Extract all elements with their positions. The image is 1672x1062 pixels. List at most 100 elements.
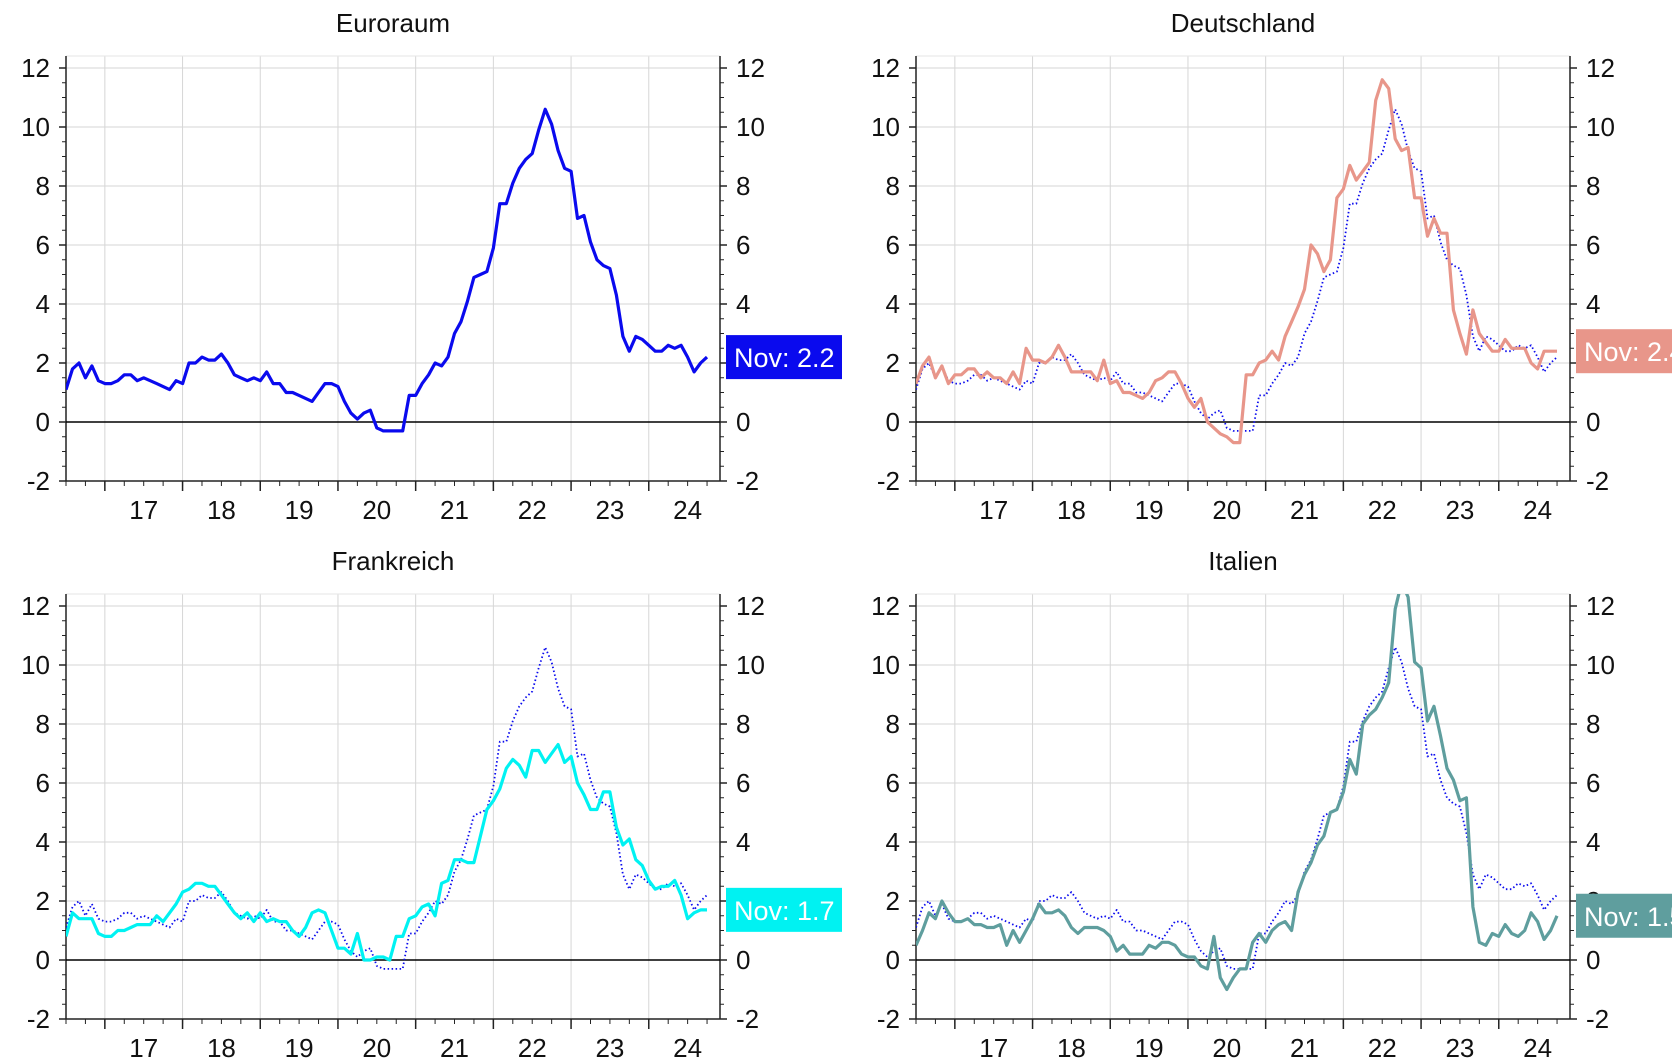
y-tick-label-right: 12: [1586, 591, 1615, 621]
y-tick-label: 8: [36, 171, 50, 201]
chart-panel-4: Italien121210108866442200-2-217181920212…: [871, 546, 1672, 1062]
y-tick-label: 2: [36, 348, 50, 378]
x-tick-label: 19: [285, 495, 314, 525]
y-tick-label-right: 0: [1586, 945, 1600, 975]
y-tick-label-right: 0: [736, 945, 750, 975]
y-tick-label: 10: [871, 112, 900, 142]
y-tick-label: 6: [36, 768, 50, 798]
y-tick-label-right: 12: [1586, 53, 1615, 83]
y-tick-label: 0: [36, 407, 50, 437]
y-tick-label: 10: [21, 112, 50, 142]
y-tick-label: -2: [877, 1004, 900, 1034]
y-tick-label: -2: [877, 466, 900, 496]
y-tick-label: 12: [871, 591, 900, 621]
x-tick-label: 22: [518, 495, 547, 525]
series-line: [916, 78, 1557, 445]
y-tick-label-right: 8: [1586, 709, 1600, 739]
y-tick-label: 0: [886, 407, 900, 437]
x-tick-label: 21: [1290, 1033, 1319, 1062]
chart-title: Frankreich: [332, 546, 455, 576]
y-tick-label-right: 10: [736, 650, 765, 680]
x-tick-label: 24: [673, 495, 702, 525]
chart-title: Deutschland: [1171, 8, 1316, 38]
y-tick-label-right: -2: [1586, 466, 1609, 496]
y-tick-label-right: 6: [1586, 230, 1600, 260]
x-tick-label: 23: [1445, 1033, 1474, 1062]
y-tick-label-right: 8: [1586, 171, 1600, 201]
y-tick-label-right: 8: [736, 171, 750, 201]
y-tick-label: 4: [886, 289, 900, 319]
series-line: [66, 107, 709, 433]
y-tick-label: 12: [871, 53, 900, 83]
y-tick-label-right: -2: [736, 466, 759, 496]
y-tick-label: 10: [21, 650, 50, 680]
chart-title: Italien: [1208, 546, 1277, 576]
x-tick-label: 17: [979, 495, 1008, 525]
y-tick-label-right: 4: [736, 289, 750, 319]
x-tick-label: 23: [595, 495, 624, 525]
chart-panel-2: Deutschland121210108866442200-2-21718192…: [871, 8, 1672, 525]
y-tick-label: 4: [36, 827, 50, 857]
y-tick-label-right: 4: [1586, 827, 1600, 857]
chart-title: Euroraum: [336, 8, 450, 38]
y-tick-label: 4: [36, 289, 50, 319]
x-tick-label: 17: [129, 1033, 158, 1062]
x-tick-label: 22: [1368, 1033, 1397, 1062]
x-tick-label: 18: [1057, 495, 1086, 525]
y-tick-label-right: 10: [736, 112, 765, 142]
y-tick-label-right: -2: [1586, 1004, 1609, 1034]
x-tick-label: 19: [285, 1033, 314, 1062]
y-tick-label: 6: [886, 230, 900, 260]
y-tick-label-right: 0: [1586, 407, 1600, 437]
y-tick-label-right: 6: [1586, 768, 1600, 798]
x-tick-label: 20: [362, 495, 391, 525]
y-tick-label: 10: [871, 650, 900, 680]
y-tick-label: -2: [27, 1004, 50, 1034]
y-tick-label: 6: [886, 768, 900, 798]
series-line: [916, 594, 1559, 992]
x-tick-label: 23: [1445, 495, 1474, 525]
x-tick-label: 23: [595, 1033, 624, 1062]
value-badge-label: Nov: 1.7: [734, 896, 835, 926]
y-tick-label: 2: [886, 348, 900, 378]
x-tick-label: 24: [1523, 1033, 1552, 1062]
y-tick-label: 8: [36, 709, 50, 739]
series-line: [66, 742, 707, 962]
x-tick-label: 18: [1057, 1033, 1086, 1062]
x-tick-label: 20: [362, 1033, 391, 1062]
y-tick-label-right: 6: [736, 768, 750, 798]
x-tick-label: 21: [1290, 495, 1319, 525]
y-tick-label: -2: [27, 466, 50, 496]
x-tick-label: 22: [518, 1033, 547, 1062]
y-tick-label-right: 4: [1586, 289, 1600, 319]
y-tick-label: 2: [36, 886, 50, 916]
x-tick-label: 17: [129, 495, 158, 525]
y-tick-label-right: 4: [736, 827, 750, 857]
series-line-reference: [916, 646, 1558, 970]
y-tick-label-right: -2: [736, 1004, 759, 1034]
series-line-reference: [916, 108, 1558, 432]
value-badge: [1576, 329, 1672, 374]
x-tick-label: 20: [1212, 495, 1241, 525]
y-tick-label-right: 12: [736, 591, 765, 621]
y-tick-label-right: 6: [736, 230, 750, 260]
value-badge-label: Nov: 1.5: [1584, 902, 1672, 932]
y-tick-label: 12: [21, 53, 50, 83]
y-tick-label: 8: [886, 171, 900, 201]
y-tick-label: 12: [21, 591, 50, 621]
value-badge-label: Nov: 2.2: [734, 343, 835, 373]
x-tick-label: 18: [207, 1033, 236, 1062]
x-tick-label: 21: [440, 495, 469, 525]
y-tick-label-right: 0: [736, 407, 750, 437]
x-tick-label: 19: [1135, 1033, 1164, 1062]
y-tick-label: 4: [886, 827, 900, 857]
x-tick-label: 21: [440, 1033, 469, 1062]
value-badge: [726, 887, 842, 932]
value-badge-label: Nov: 2.4: [1584, 337, 1672, 367]
y-tick-label: 6: [36, 230, 50, 260]
x-tick-label: 18: [207, 495, 236, 525]
y-tick-label: 8: [886, 709, 900, 739]
x-tick-label: 17: [979, 1033, 1008, 1062]
x-tick-label: 20: [1212, 1033, 1241, 1062]
